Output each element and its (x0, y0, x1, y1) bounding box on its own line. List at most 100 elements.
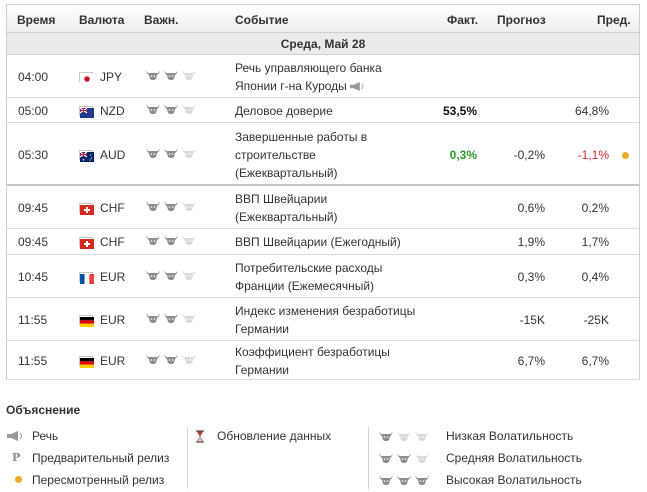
ch-flag-icon (79, 203, 94, 215)
header-time[interactable]: Время (17, 13, 56, 27)
event-currency: EUR (100, 313, 126, 327)
importance-bull-icons (145, 312, 199, 326)
event-currency: AUD (100, 148, 126, 162)
event-previous: 0,2% (581, 201, 609, 215)
legend-divider-2 (368, 427, 369, 489)
event-line: Германии (235, 363, 289, 377)
event-line: (Ежеквартальный) (235, 210, 338, 224)
event-line: Завершенные работы в (235, 130, 368, 144)
header-actual[interactable]: Факт. (447, 13, 479, 27)
event-currency: EUR (100, 270, 126, 284)
event-time: 11:55 (18, 354, 48, 368)
table-header: Время Валюта Важн. Событие Факт. Прогноз… (7, 5, 639, 33)
speech-icon (347, 79, 367, 93)
au-flag-icon (79, 150, 94, 162)
event-title[interactable]: Деловое доверие (235, 102, 333, 120)
medium-volatility-icon (378, 452, 432, 466)
speech-icon (6, 430, 26, 445)
event-previous: 0,4% (581, 270, 609, 284)
high-volatility-icon (378, 474, 432, 488)
importance-bull-icons (145, 103, 199, 117)
event-row[interactable]: 11:55 EUR Коэффициент безработицы Германии 6… (7, 341, 639, 380)
event-title[interactable]: Речь управляющего банка Японии г-на Курод… (235, 59, 382, 95)
event-forecast: 0,6% (517, 201, 545, 215)
event-line: Коэффициент безработицы (235, 345, 390, 359)
event-line: Деловое доверие (235, 104, 333, 118)
header-forecast[interactable]: Прогноз (497, 13, 546, 27)
event-actual: 0,3% (449, 148, 477, 162)
event-time: 09:45 (18, 201, 49, 215)
legend-title: Объяснение (6, 403, 81, 417)
event-title[interactable]: Потребительские расходы Франции (Ежемесяч… (235, 259, 382, 295)
ch-flag-icon (79, 237, 94, 249)
event-currency: JPY (100, 70, 123, 84)
event-title[interactable]: ВВП Швейцарии (Ежеквартальный) (235, 190, 338, 226)
importance-bull-icons (145, 200, 199, 214)
event-line: Германии (235, 322, 289, 336)
event-time: 04:00 (18, 70, 49, 84)
event-line: Индекс изменения безработицы (235, 304, 416, 318)
event-time: 05:30 (18, 148, 49, 162)
event-forecast: 6,7% (517, 354, 545, 368)
event-row[interactable]: 05:00 NZD Деловое доверие 53,5% 64,8% (7, 98, 639, 123)
header-event[interactable]: Событие (235, 13, 289, 27)
event-line: (Ежеквартальный) (235, 166, 338, 180)
economic-calendar: Время Валюта Важн. Событие Факт. Прогноз… (6, 4, 640, 380)
event-line: строительстве (235, 148, 316, 162)
event-currency: NZD (100, 104, 125, 118)
event-currency: CHF (100, 235, 125, 249)
event-row[interactable]: 11:55 EUR Индекс изменения безработицы Герм… (7, 298, 639, 341)
jp-flag-icon (79, 72, 94, 84)
event-row[interactable]: 09:45 CHF ВВП Швейцарии (Ежегодный) 1,9% 1,7… (7, 229, 639, 255)
importance-bull-icons (145, 147, 199, 161)
event-previous: 1,7% (581, 235, 609, 249)
event-title[interactable]: Коэффициент безработицы Германии (235, 343, 390, 379)
event-currency: EUR (100, 354, 126, 368)
event-title[interactable]: ВВП Швейцарии (Ежегодный) (235, 233, 401, 251)
fr-flag-icon (79, 272, 94, 284)
event-time: 09:45 (18, 235, 49, 249)
event-line: ВВП Швейцарии (235, 192, 328, 206)
event-title[interactable]: Индекс изменения безработицы Германии (235, 302, 415, 338)
header-currency[interactable]: Валюта (79, 13, 125, 27)
event-line: Потребительские расходы (235, 261, 383, 275)
nz-flag-icon (79, 106, 94, 118)
event-previous: -1,1% (577, 148, 609, 162)
event-line: Японии г-на Куроды (235, 79, 347, 93)
event-actual: 53,5% (442, 104, 477, 118)
event-previous: -25K (583, 313, 609, 327)
event-time: 10:45 (18, 270, 49, 284)
event-row[interactable]: 09:45 CHF ВВП Швейцарии (Ежеквартальный) 0,6… (7, 186, 639, 229)
importance-bull-icons (145, 353, 199, 367)
legend-divider (187, 427, 188, 489)
event-forecast: -0,2% (513, 148, 545, 162)
importance-bull-icons (145, 269, 199, 283)
event-line: Франции (Ежемесячный) (235, 279, 375, 293)
event-title[interactable]: Завершенные работы в строительстве (Ежеква… (235, 128, 367, 182)
event-previous: 6,7% (581, 354, 609, 368)
preliminary-icon: P (12, 451, 21, 464)
event-row[interactable]: 05:30 AUD Завершенные работы в строительств… (7, 123, 639, 186)
de-flag-icon (79, 315, 94, 327)
event-time: 11:55 (18, 313, 48, 327)
event-row[interactable]: 04:00 JPY Речь управляющего банка Японии г-… (7, 55, 639, 98)
importance-bull-icons (145, 69, 199, 83)
low-volatility-icon (378, 430, 432, 444)
event-forecast: -15K (519, 313, 545, 327)
event-line: ВВП Швейцарии (Ежегодный) (235, 235, 401, 249)
importance-bull-icons (145, 234, 199, 248)
hourglass-icon (195, 430, 205, 446)
event-line: Речь управляющего банка (235, 61, 382, 75)
event-row[interactable]: 10:45 EUR Потребительские расходы Франции (… (7, 255, 639, 298)
event-previous: 64,8% (574, 104, 609, 118)
day-label: Среда, Май 28 (7, 33, 639, 55)
header-importance[interactable]: Важн. (144, 13, 179, 27)
header-previous[interactable]: Пред. (597, 13, 631, 27)
revised-dot-icon (15, 476, 22, 483)
de-flag-icon (79, 356, 94, 368)
event-forecast: 1,9% (517, 235, 545, 249)
event-time: 05:00 (18, 104, 49, 118)
revised-dot-icon (622, 152, 629, 159)
event-currency: CHF (100, 201, 125, 215)
event-forecast: 0,3% (517, 270, 545, 284)
